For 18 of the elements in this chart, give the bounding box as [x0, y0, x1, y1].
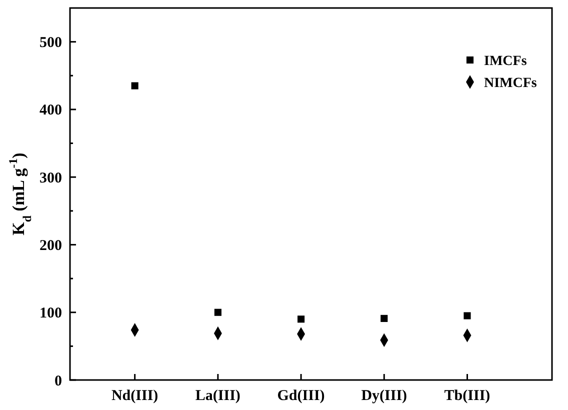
point [131, 82, 138, 90]
y-tick-label: 400 [40, 102, 62, 119]
y-tick-label: 300 [40, 170, 62, 186]
legend-label: NIMCFs [484, 76, 538, 91]
x-tick-label: Tb(III) [444, 388, 490, 404]
point [214, 308, 222, 316]
y-tick-label: 0 [54, 373, 62, 390]
y-tick-label: 100 [40, 306, 62, 322]
x-tick-label: La(III) [195, 388, 240, 404]
x-tick-label: Dy(III) [361, 388, 408, 404]
point [297, 316, 305, 323]
x-tick-label: Gd(III) [277, 388, 325, 404]
y-tick-label: 500 [40, 35, 62, 52]
point [464, 312, 471, 320]
legend-label: IMCFs [484, 54, 528, 69]
x-tick-label: Nd(III) [111, 388, 158, 404]
point [380, 314, 388, 322]
y-tick-label: 200 [40, 238, 62, 254]
